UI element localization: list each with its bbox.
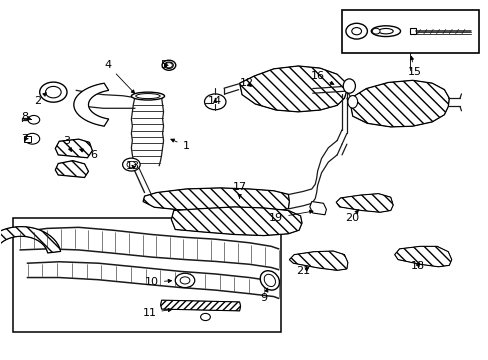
Ellipse shape [378,28,392,34]
Text: 13: 13 [125,161,139,171]
Text: 20: 20 [344,210,358,222]
Ellipse shape [347,95,357,108]
Text: 16: 16 [310,71,333,84]
Text: 8: 8 [21,112,31,122]
Text: 14: 14 [208,96,222,106]
Text: 21: 21 [295,266,309,276]
Text: 12: 12 [240,78,253,88]
Polygon shape [55,139,92,158]
Polygon shape [350,80,448,127]
Circle shape [175,273,194,288]
Ellipse shape [264,274,275,287]
Ellipse shape [136,94,160,99]
Circle shape [25,134,40,144]
Polygon shape [0,226,61,253]
Text: 15: 15 [407,56,421,77]
Text: 18: 18 [410,261,424,271]
Text: 17: 17 [232,182,246,198]
Circle shape [351,28,361,35]
Text: 7: 7 [21,134,29,144]
Circle shape [40,82,67,102]
Circle shape [127,161,136,168]
Circle shape [207,96,222,107]
Circle shape [371,28,379,34]
Polygon shape [171,207,302,235]
Polygon shape [309,202,326,215]
Text: 9: 9 [260,288,267,303]
Ellipse shape [162,60,175,70]
Text: 3: 3 [63,136,71,152]
Ellipse shape [370,26,400,37]
Circle shape [28,116,40,124]
Polygon shape [394,246,451,267]
Polygon shape [143,188,289,213]
Circle shape [165,63,172,68]
Text: 10: 10 [144,277,171,287]
Ellipse shape [260,271,279,290]
Text: 6: 6 [80,149,97,160]
Bar [341,10,478,53]
Ellipse shape [343,79,355,93]
Ellipse shape [164,62,173,68]
Circle shape [345,23,366,39]
Polygon shape [74,83,108,126]
Text: 5: 5 [160,60,168,70]
Polygon shape [55,161,88,177]
Bar [24,136,31,141]
Text: 19: 19 [268,210,312,222]
Circle shape [200,314,210,320]
Text: 1: 1 [170,139,189,151]
Ellipse shape [131,92,164,100]
Text: 11: 11 [142,308,171,318]
Bar [409,28,415,34]
Polygon shape [239,66,346,112]
Polygon shape [289,251,347,270]
Circle shape [45,86,61,98]
Circle shape [204,94,225,110]
Text: 2: 2 [34,93,46,106]
Bar [13,218,281,332]
Text: 4: 4 [104,60,134,93]
Circle shape [180,277,189,284]
Circle shape [122,158,140,171]
Polygon shape [335,194,392,212]
Polygon shape [160,300,240,311]
